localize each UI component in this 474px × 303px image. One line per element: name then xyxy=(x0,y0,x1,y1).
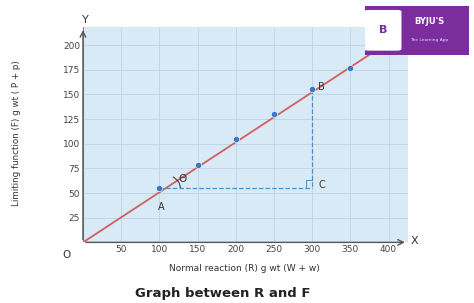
Text: Θ: Θ xyxy=(178,174,186,184)
Text: C: C xyxy=(318,180,325,190)
Point xyxy=(346,65,354,70)
Text: A: A xyxy=(157,202,164,212)
Text: The Learning App: The Learning App xyxy=(410,38,449,42)
FancyBboxPatch shape xyxy=(364,10,401,51)
Point xyxy=(194,163,201,168)
Point xyxy=(309,87,316,92)
Text: Normal reaction (R) g wt (W + w): Normal reaction (R) g wt (W + w) xyxy=(169,264,319,273)
Text: Graph between R and F: Graph between R and F xyxy=(135,287,310,300)
FancyBboxPatch shape xyxy=(365,6,469,55)
Text: BYJU'S: BYJU'S xyxy=(415,17,445,26)
Text: X: X xyxy=(410,236,419,246)
Text: Y: Y xyxy=(82,15,89,25)
Point xyxy=(270,112,278,117)
Text: B: B xyxy=(318,82,325,92)
Text: Limiting function (F) g wt ( P + p): Limiting function (F) g wt ( P + p) xyxy=(12,60,21,206)
Text: B: B xyxy=(379,25,387,35)
Point xyxy=(385,40,392,45)
Point xyxy=(232,136,239,141)
Text: O: O xyxy=(62,250,70,260)
Point xyxy=(155,186,163,191)
